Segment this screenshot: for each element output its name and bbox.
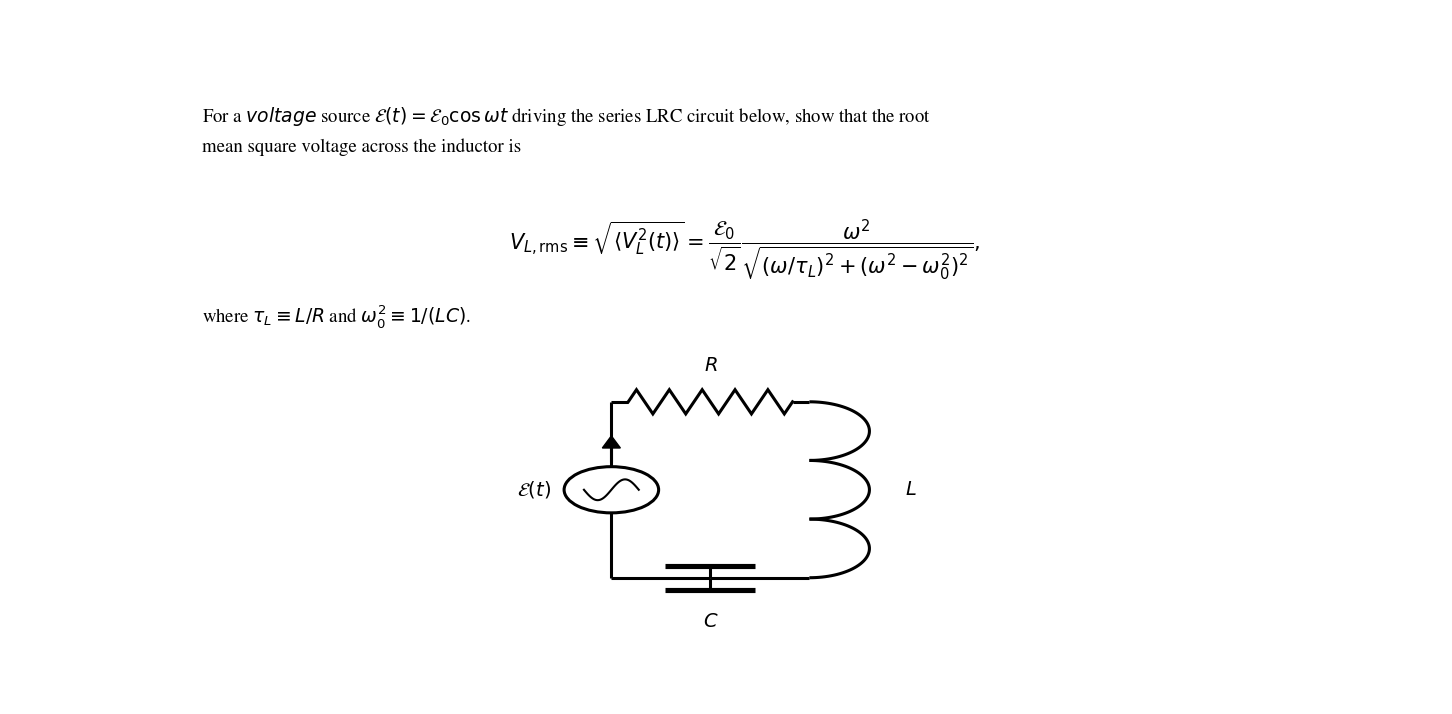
Text: $C$: $C$ bbox=[703, 613, 719, 631]
Text: $\mathcal{E}(t)$: $\mathcal{E}(t)$ bbox=[517, 479, 550, 501]
Text: $R$: $R$ bbox=[704, 358, 717, 376]
Text: $V_{L,\mathrm{rms}} \equiv \sqrt{\langle V_L^2(t)\rangle} = \dfrac{\mathcal{E}_0: $V_{L,\mathrm{rms}} \equiv \sqrt{\langle… bbox=[508, 218, 980, 283]
Text: mean square voltage across the inductor is: mean square voltage across the inductor … bbox=[202, 138, 521, 156]
Text: where $\tau_L \equiv L/R$ and $\omega_0^2 \equiv 1/(LC)$.: where $\tau_L \equiv L/R$ and $\omega_0^… bbox=[202, 303, 470, 330]
Text: For a $\it{voltage}$ source $\mathcal{E}(t) = \mathcal{E}_0 \cos\omega t$ drivin: For a $\it{voltage}$ source $\mathcal{E}… bbox=[202, 105, 931, 128]
Circle shape bbox=[563, 467, 659, 513]
Polygon shape bbox=[603, 436, 620, 448]
Text: $L$: $L$ bbox=[906, 481, 918, 499]
